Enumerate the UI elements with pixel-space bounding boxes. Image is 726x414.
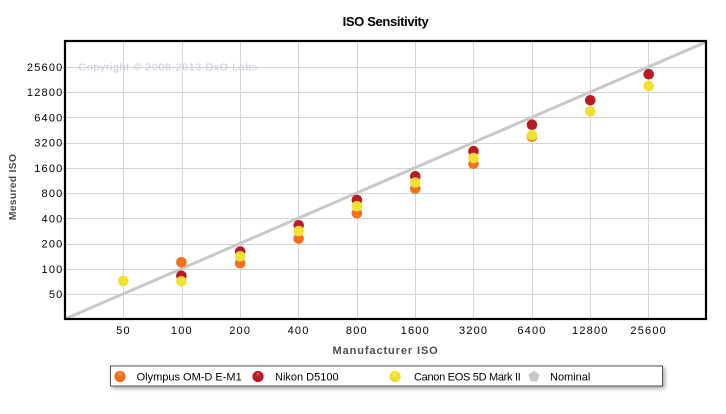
svg-text:200: 200 — [42, 239, 64, 251]
svg-text:12800: 12800 — [572, 325, 609, 337]
svg-text:50: 50 — [49, 289, 64, 301]
svg-text:200: 200 — [229, 325, 251, 337]
svg-text:3200: 3200 — [459, 325, 488, 337]
svg-text:25600: 25600 — [27, 62, 64, 74]
svg-text:100: 100 — [171, 325, 193, 337]
svg-text:Nominal: Nominal — [550, 371, 590, 383]
svg-text:1600: 1600 — [401, 325, 430, 337]
svg-text:100: 100 — [42, 264, 64, 276]
svg-text:Nikon D5100: Nikon D5100 — [275, 371, 339, 383]
svg-text:400: 400 — [42, 213, 64, 225]
svg-text:800: 800 — [346, 325, 368, 337]
svg-text:800: 800 — [42, 188, 64, 200]
svg-text:1600: 1600 — [34, 163, 63, 175]
svg-text:6400: 6400 — [517, 325, 546, 337]
svg-text:3200: 3200 — [34, 138, 63, 150]
svg-text:Canon EOS 5D Mark II: Canon EOS 5D Mark II — [414, 371, 521, 383]
svg-text:ISO Sensitivity: ISO Sensitivity — [343, 14, 430, 29]
svg-text:Copyright © 2008-2013 DxO Labs: Copyright © 2008-2013 DxO Labs — [79, 62, 258, 74]
svg-text:400: 400 — [288, 325, 310, 337]
svg-text:Manufacturer ISO: Manufacturer ISO — [333, 345, 439, 357]
svg-text:6400: 6400 — [34, 112, 63, 124]
svg-text:12800: 12800 — [27, 87, 64, 99]
svg-text:50: 50 — [116, 325, 131, 337]
svg-text:Mesured ISO: Mesured ISO — [7, 154, 19, 220]
svg-text:Olympus OM-D E-M1: Olympus OM-D E-M1 — [137, 371, 242, 383]
svg-text:25600: 25600 — [630, 325, 667, 337]
